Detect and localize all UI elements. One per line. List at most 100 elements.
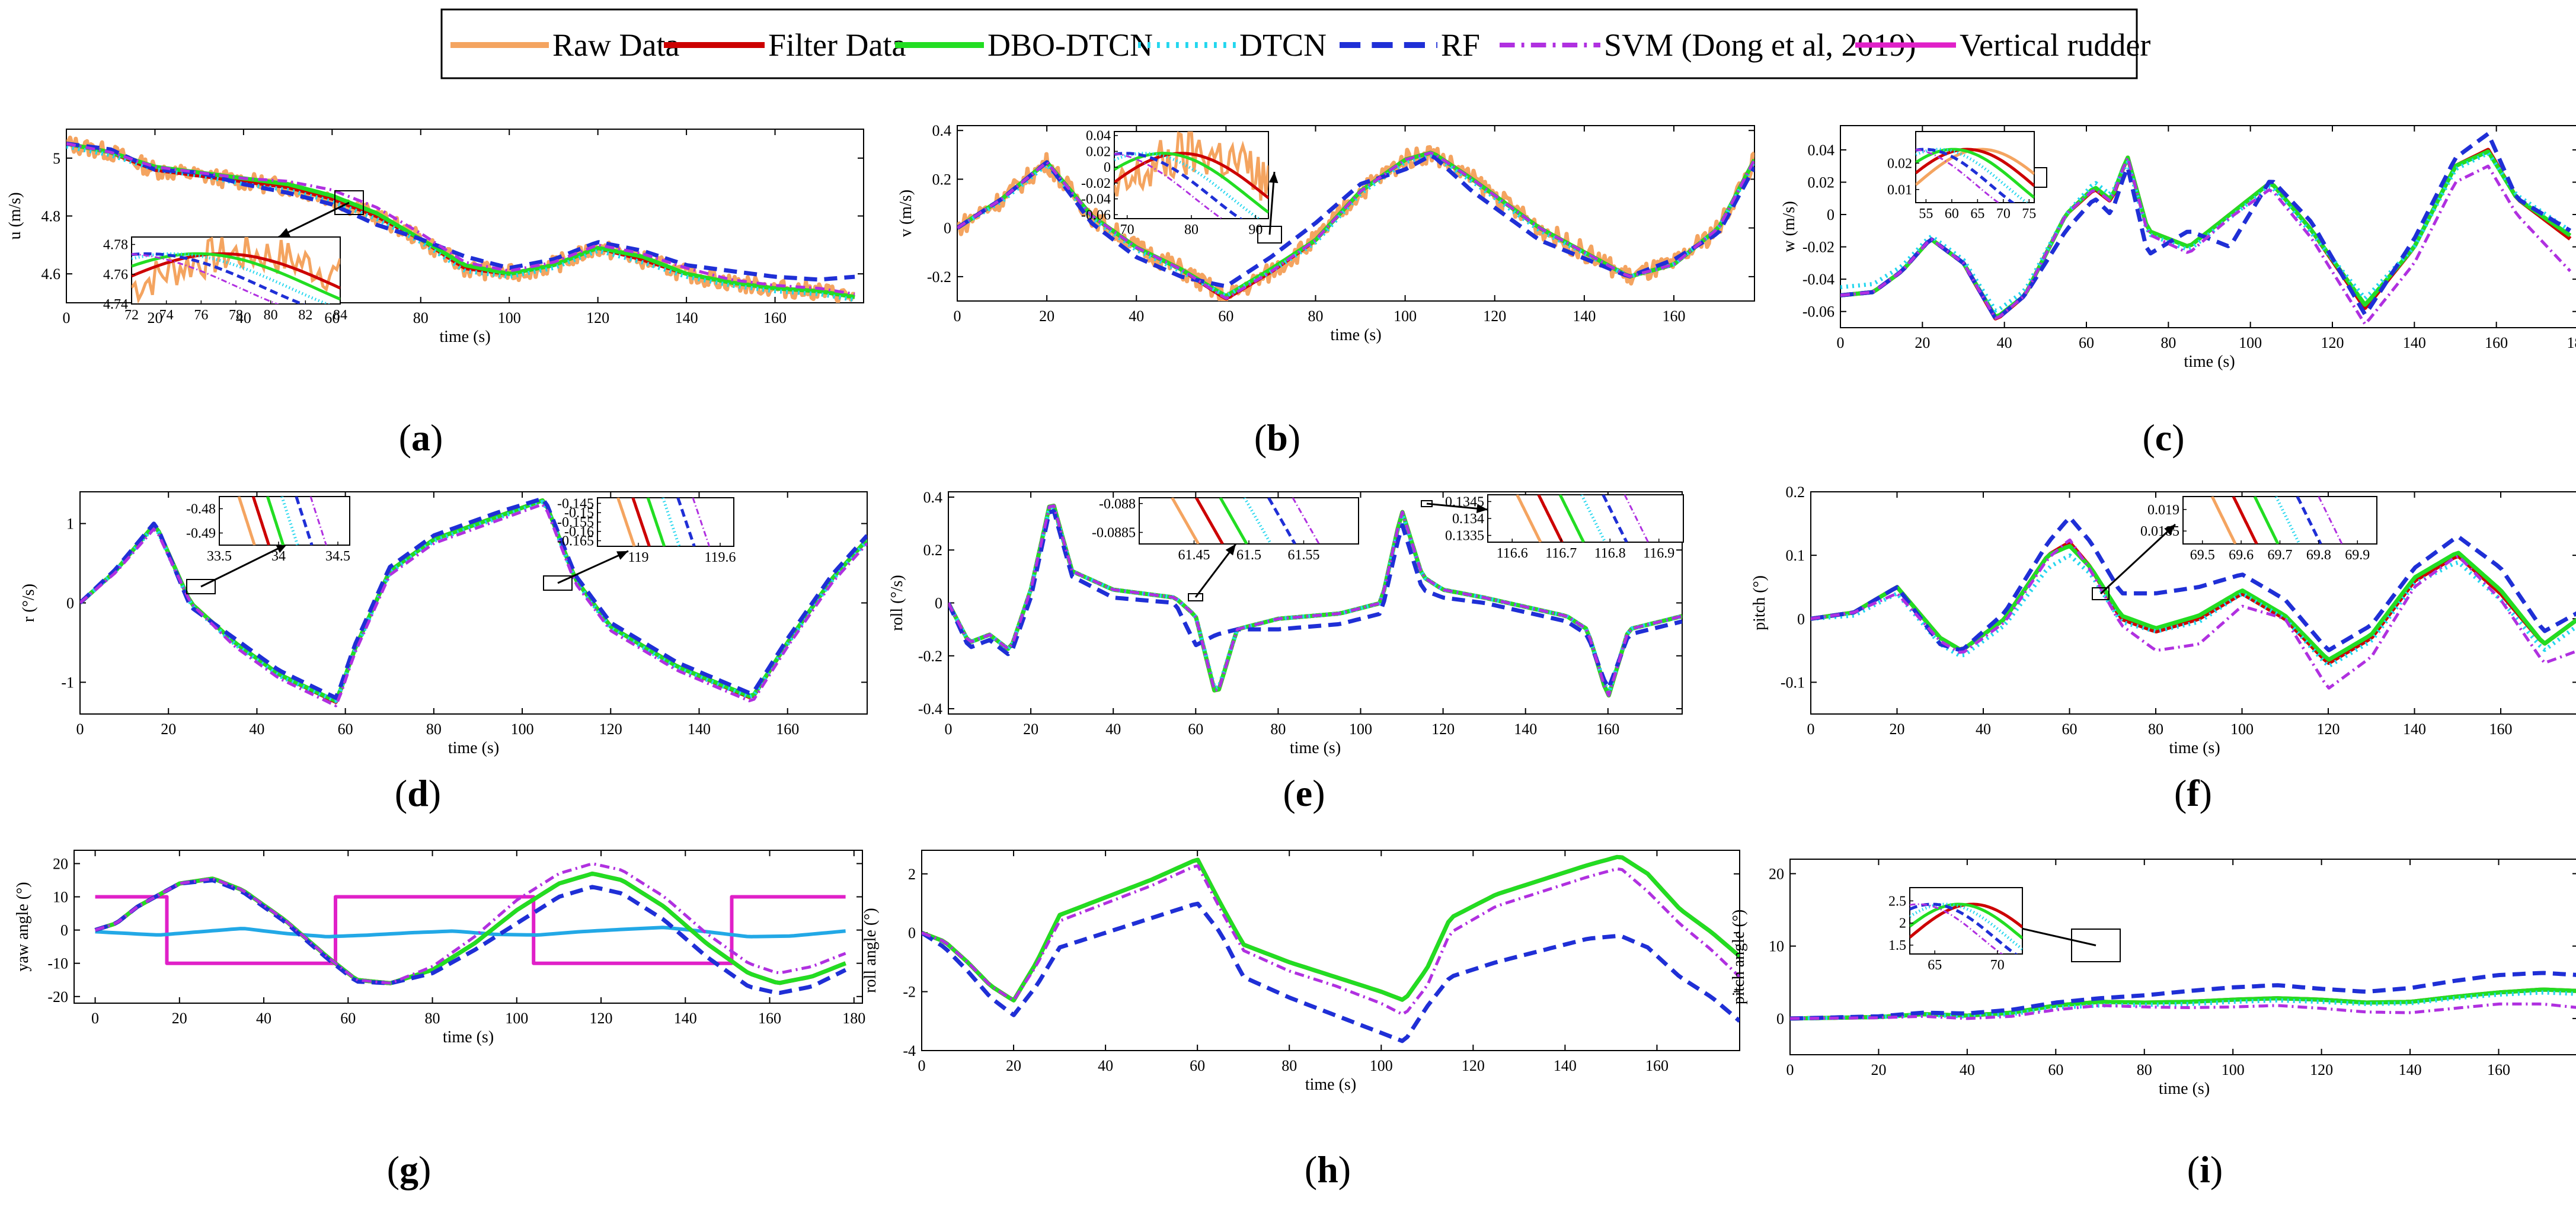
y-tick-label: -20 [47,988,68,1006]
x-tick-label: 40 [236,309,251,326]
inset-y-tick-label: 0.1345 [1445,494,1484,510]
legend-label-raw: Raw Data [552,27,679,63]
inset-series-line-rf [1114,152,1243,219]
x-tick-label: 80 [2137,1061,2152,1078]
inset-x-tick-label: 34 [271,549,286,564]
x-tick-label: 0 [954,308,961,325]
x-tick-label: 60 [1188,721,1203,738]
inset-axes-box [1909,887,2023,955]
y-tick-label: 0 [60,922,68,939]
zoom-arrow-head [2164,524,2175,536]
inset-y-tick-label: 0.019 [2147,502,2179,518]
legend-label-rf: RF [1441,27,1480,63]
x-tick-label: 80 [1308,308,1323,325]
inset-series-group [237,497,327,545]
x-tick-label: 160 [776,721,799,738]
series-line-svm [948,504,1682,697]
inset-y-tick-label: 4.78 [103,238,128,253]
inset-series-line-dbo [132,252,340,301]
x-tick-label: 20 [1006,1057,1021,1074]
inset-series-line-svm [132,253,280,304]
chart-panel-b: 0 20 40 60 80 100 120 140 160 -0.2 0 0.2 0.4 time (s)… [897,122,1755,459]
y-tick-label: 0.4 [932,122,952,139]
inset-series-group [2210,497,2343,544]
x-tick-label: 140 [674,1010,697,1027]
series-group [66,135,855,303]
series-line-dbo [66,141,855,299]
inset-series-line-filter [1916,148,2034,187]
zoom-region-box [334,190,364,215]
y-tick-label: 0.2 [932,171,952,188]
inset-x-tick-label: 65 [1970,206,1984,222]
x-tick-label: 120 [1462,1057,1485,1074]
inset-y-tick-label: 0 [1104,160,1111,175]
inset-x-tick-label: 61.55 [1288,548,1320,563]
inset-y-tick-label: 4.74 [103,297,128,312]
y-axis-label: yaw angle (°) [14,882,32,971]
axes-box-c [1840,125,2576,328]
x-tick-label: 100 [505,1010,528,1027]
inset-series-line-svm [1114,152,1223,219]
x-tick-label: 20 [1871,1061,1886,1078]
x-tick-label: 40 [1129,308,1144,325]
series-line-dbo [1790,987,2576,1021]
x-tick-label: 60 [2079,334,2094,351]
inset-series-line-svm [1916,149,2000,203]
x-tick-label: 0 [918,1057,926,1074]
x-tick-label: 20 [147,309,162,326]
inset-y-tick-label: 0.02 [1887,156,1912,171]
inset-x-tick-label: 70 [1990,958,2005,973]
inset-y-tick-label: 1.5 [1888,938,1906,953]
inset-x-tick-label: 116.9 [1643,546,1674,561]
chart-panel-g: 0 20 40 60 80 100 120 140 160 180 -20 -10 0 10 20 time … [14,850,865,1190]
x-axis-label: time (s) [1330,326,1381,344]
legend-label-dtcn: DTCN [1239,27,1327,63]
chart-panel-d: 0 20 40 60 80 100 120 140 160 -1 0 1 time (s) r (°/s)… [20,491,868,814]
x-tick-label: 120 [2310,1061,2333,1078]
x-axis-label: time (s) [1290,739,1341,757]
x-tick-label: 160 [758,1010,781,1027]
inset-series-group [1114,132,1268,219]
series-line-rf [66,141,855,282]
inset-series-line-dbo [1916,148,2034,199]
inset-series-line-rf [676,498,696,546]
y-tick-label: -0.2 [918,648,942,665]
inset-y-tick-label: 0.134 [1452,511,1484,527]
x-tick-label: 100 [498,309,521,326]
inset-y-tick-label: -0.155 [557,515,594,530]
inset-x-tick-label: 60 [1945,206,1959,222]
inset-x-tick-label: 76 [194,308,208,323]
x-tick-label: 60 [2048,1061,2063,1078]
series-line-rf [948,509,1682,690]
y-tick-label: 0 [944,220,951,237]
x-tick-label: 0 [945,721,953,738]
inset-series-line-dtcn [661,498,681,546]
inset-y-tick-label: 2 [1899,916,1906,931]
inset-y-tick-label: -0.48 [186,502,216,517]
y-tick-label: 10 [1769,938,1784,955]
series-line-filter [922,854,1740,1003]
series-line-rf [922,901,1740,1043]
x-axis-label: time (s) [448,739,499,757]
inset-series-line-raw [237,497,256,545]
y-tick-label: 0 [1827,206,1834,223]
zoom-arrow [200,543,288,588]
series-line-rf [94,878,847,995]
y-tick-label: 20 [1769,865,1784,882]
inset-y-tick-label: 0.1335 [1445,529,1484,544]
legend-entry-raw: Raw Data [450,27,679,63]
x-tick-label: 140 [2403,721,2426,738]
inset-x-tick-label: 69.8 [2306,548,2331,563]
legend: Raw Data Filter Data DBO-DTCN DTCN RF SVM (Do… [440,8,2150,79]
series-line-svm [1840,156,2572,326]
x-tick-label: 60 [2062,721,2078,738]
inset-f: 69.5 69.6 69.7 69.8 69.9 0.0185 0.019 [2092,496,2377,600]
zoom-arrow [557,550,629,584]
legend-label-filter: Filter Data [768,27,906,63]
inset-series-line-raw [616,498,636,546]
legend-entry-rf: RF [1340,27,1480,63]
inset-x-tick-label: 70 [1120,222,1134,238]
panel-letter: g [399,1148,418,1190]
